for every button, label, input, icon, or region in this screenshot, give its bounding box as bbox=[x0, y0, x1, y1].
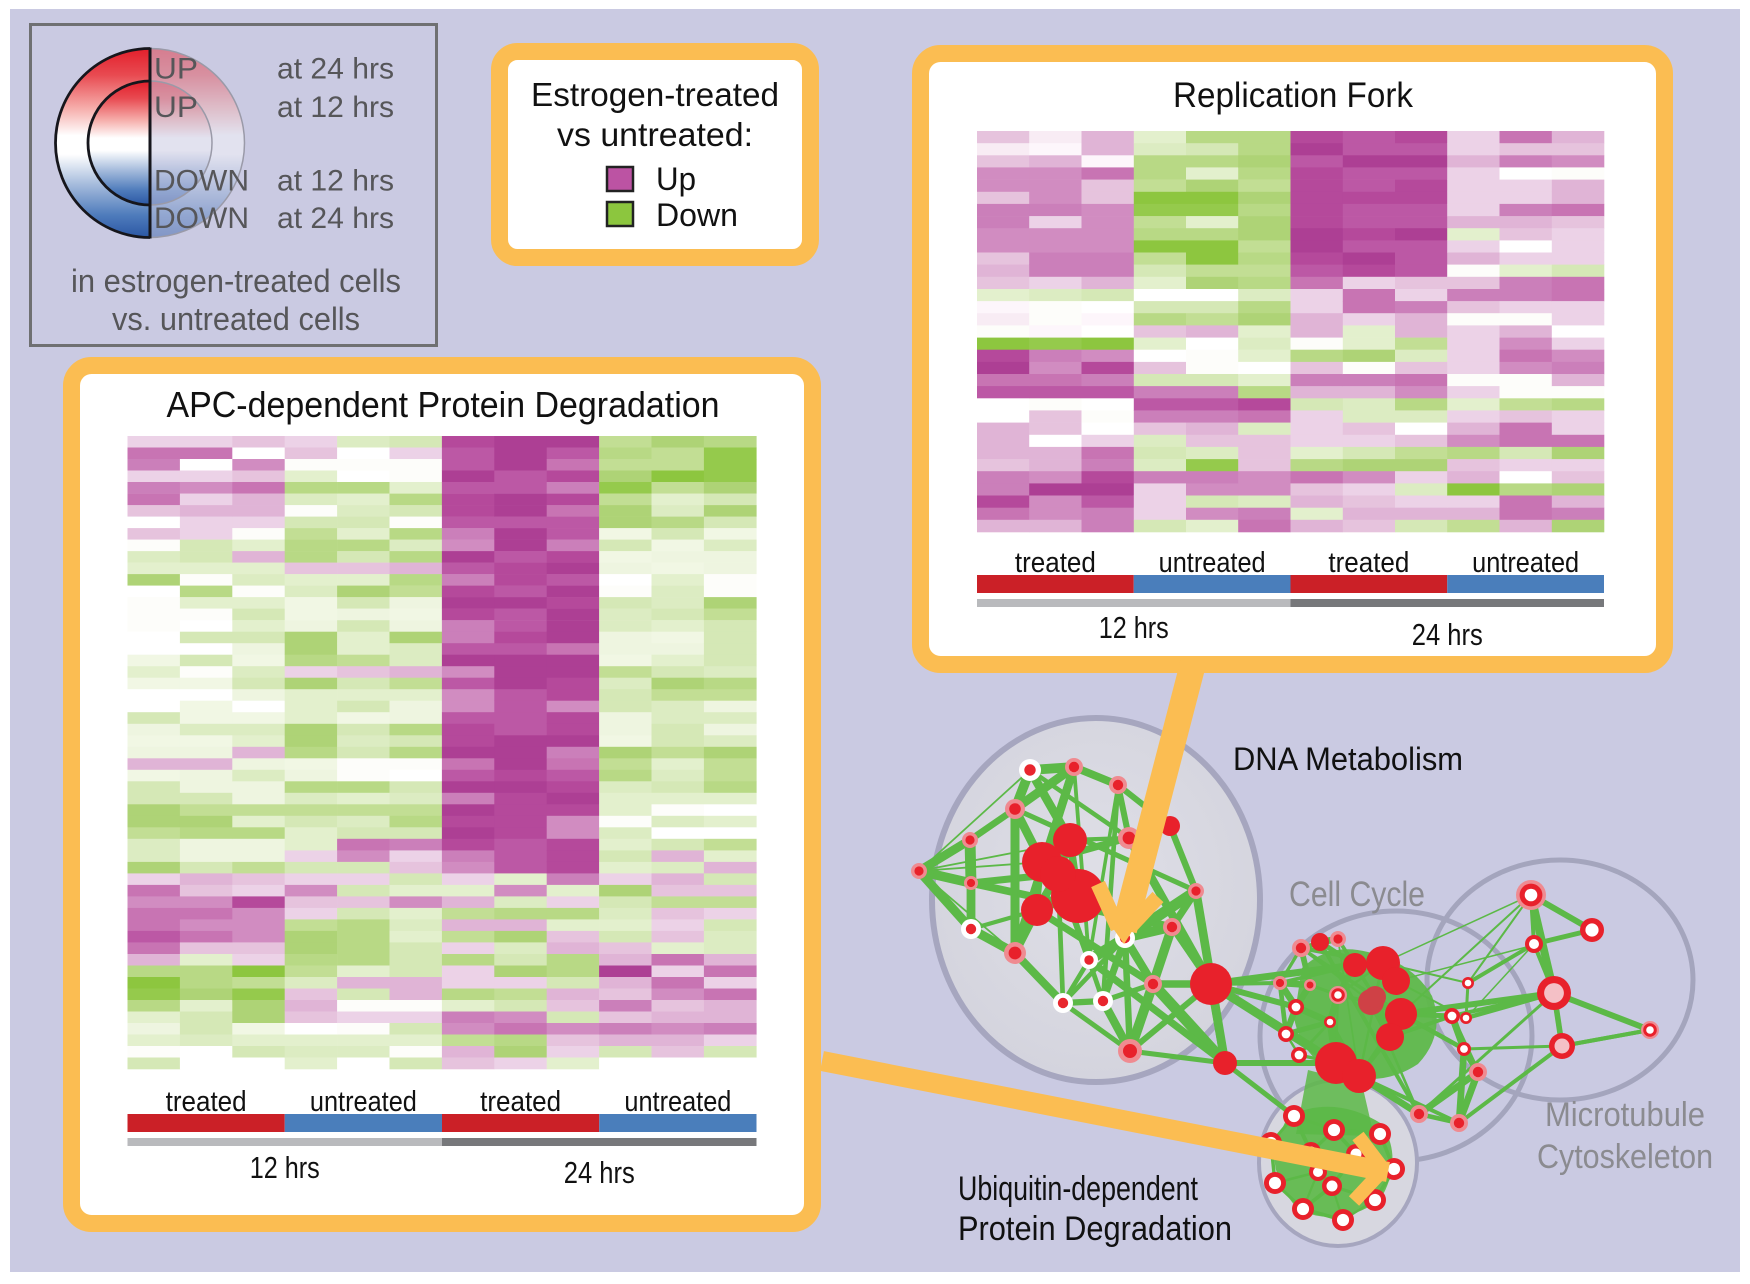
svg-text:UP: UP bbox=[154, 91, 198, 124]
svg-text:vs untreated:: vs untreated: bbox=[557, 116, 753, 153]
svg-text:untreated: untreated bbox=[1159, 547, 1266, 579]
svg-text:12 hrs: 12 hrs bbox=[250, 1150, 320, 1185]
svg-text:12 hrs: 12 hrs bbox=[1099, 610, 1169, 645]
svg-text:Microtubule: Microtubule bbox=[1545, 1096, 1705, 1134]
svg-text:DOWN: DOWN bbox=[154, 202, 249, 235]
svg-text:at 12 hrs: at 12 hrs bbox=[277, 91, 394, 124]
svg-text:untreated: untreated bbox=[1472, 547, 1579, 579]
svg-text:DOWN: DOWN bbox=[154, 165, 249, 198]
svg-text:DNA Metabolism: DNA Metabolism bbox=[1233, 741, 1463, 777]
svg-text:treated: treated bbox=[166, 1086, 247, 1118]
svg-text:Cell Cycle: Cell Cycle bbox=[1289, 875, 1425, 914]
svg-text:24 hrs: 24 hrs bbox=[564, 1155, 635, 1190]
svg-text:at 12 hrs: at 12 hrs bbox=[277, 165, 394, 198]
svg-text:in estrogen-treated cells: in estrogen-treated cells bbox=[71, 263, 401, 299]
svg-text:Ubiquitin-dependent: Ubiquitin-dependent bbox=[958, 1170, 1198, 1208]
svg-text:at 24 hrs: at 24 hrs bbox=[277, 53, 394, 86]
svg-text:UP: UP bbox=[154, 53, 198, 86]
svg-text:treated: treated bbox=[1015, 547, 1096, 579]
svg-text:Replication Fork: Replication Fork bbox=[1173, 76, 1413, 115]
svg-text:untreated: untreated bbox=[624, 1086, 731, 1118]
svg-text:APC-dependent Protein Degradat: APC-dependent Protein Degradation bbox=[167, 384, 720, 425]
svg-text:Protein Degradation: Protein Degradation bbox=[958, 1210, 1232, 1248]
svg-text:treated: treated bbox=[480, 1086, 561, 1118]
svg-text:at 24 hrs: at 24 hrs bbox=[277, 202, 394, 235]
svg-text:Down: Down bbox=[656, 197, 738, 233]
svg-text:untreated: untreated bbox=[310, 1086, 417, 1118]
svg-text:24 hrs: 24 hrs bbox=[1412, 617, 1483, 652]
svg-text:treated: treated bbox=[1328, 547, 1409, 579]
svg-text:Up: Up bbox=[656, 161, 696, 197]
svg-text:vs. untreated cells: vs. untreated cells bbox=[112, 301, 360, 337]
svg-text:Estrogen-treated: Estrogen-treated bbox=[531, 76, 779, 113]
svg-text:Cytoskeleton: Cytoskeleton bbox=[1537, 1138, 1713, 1176]
